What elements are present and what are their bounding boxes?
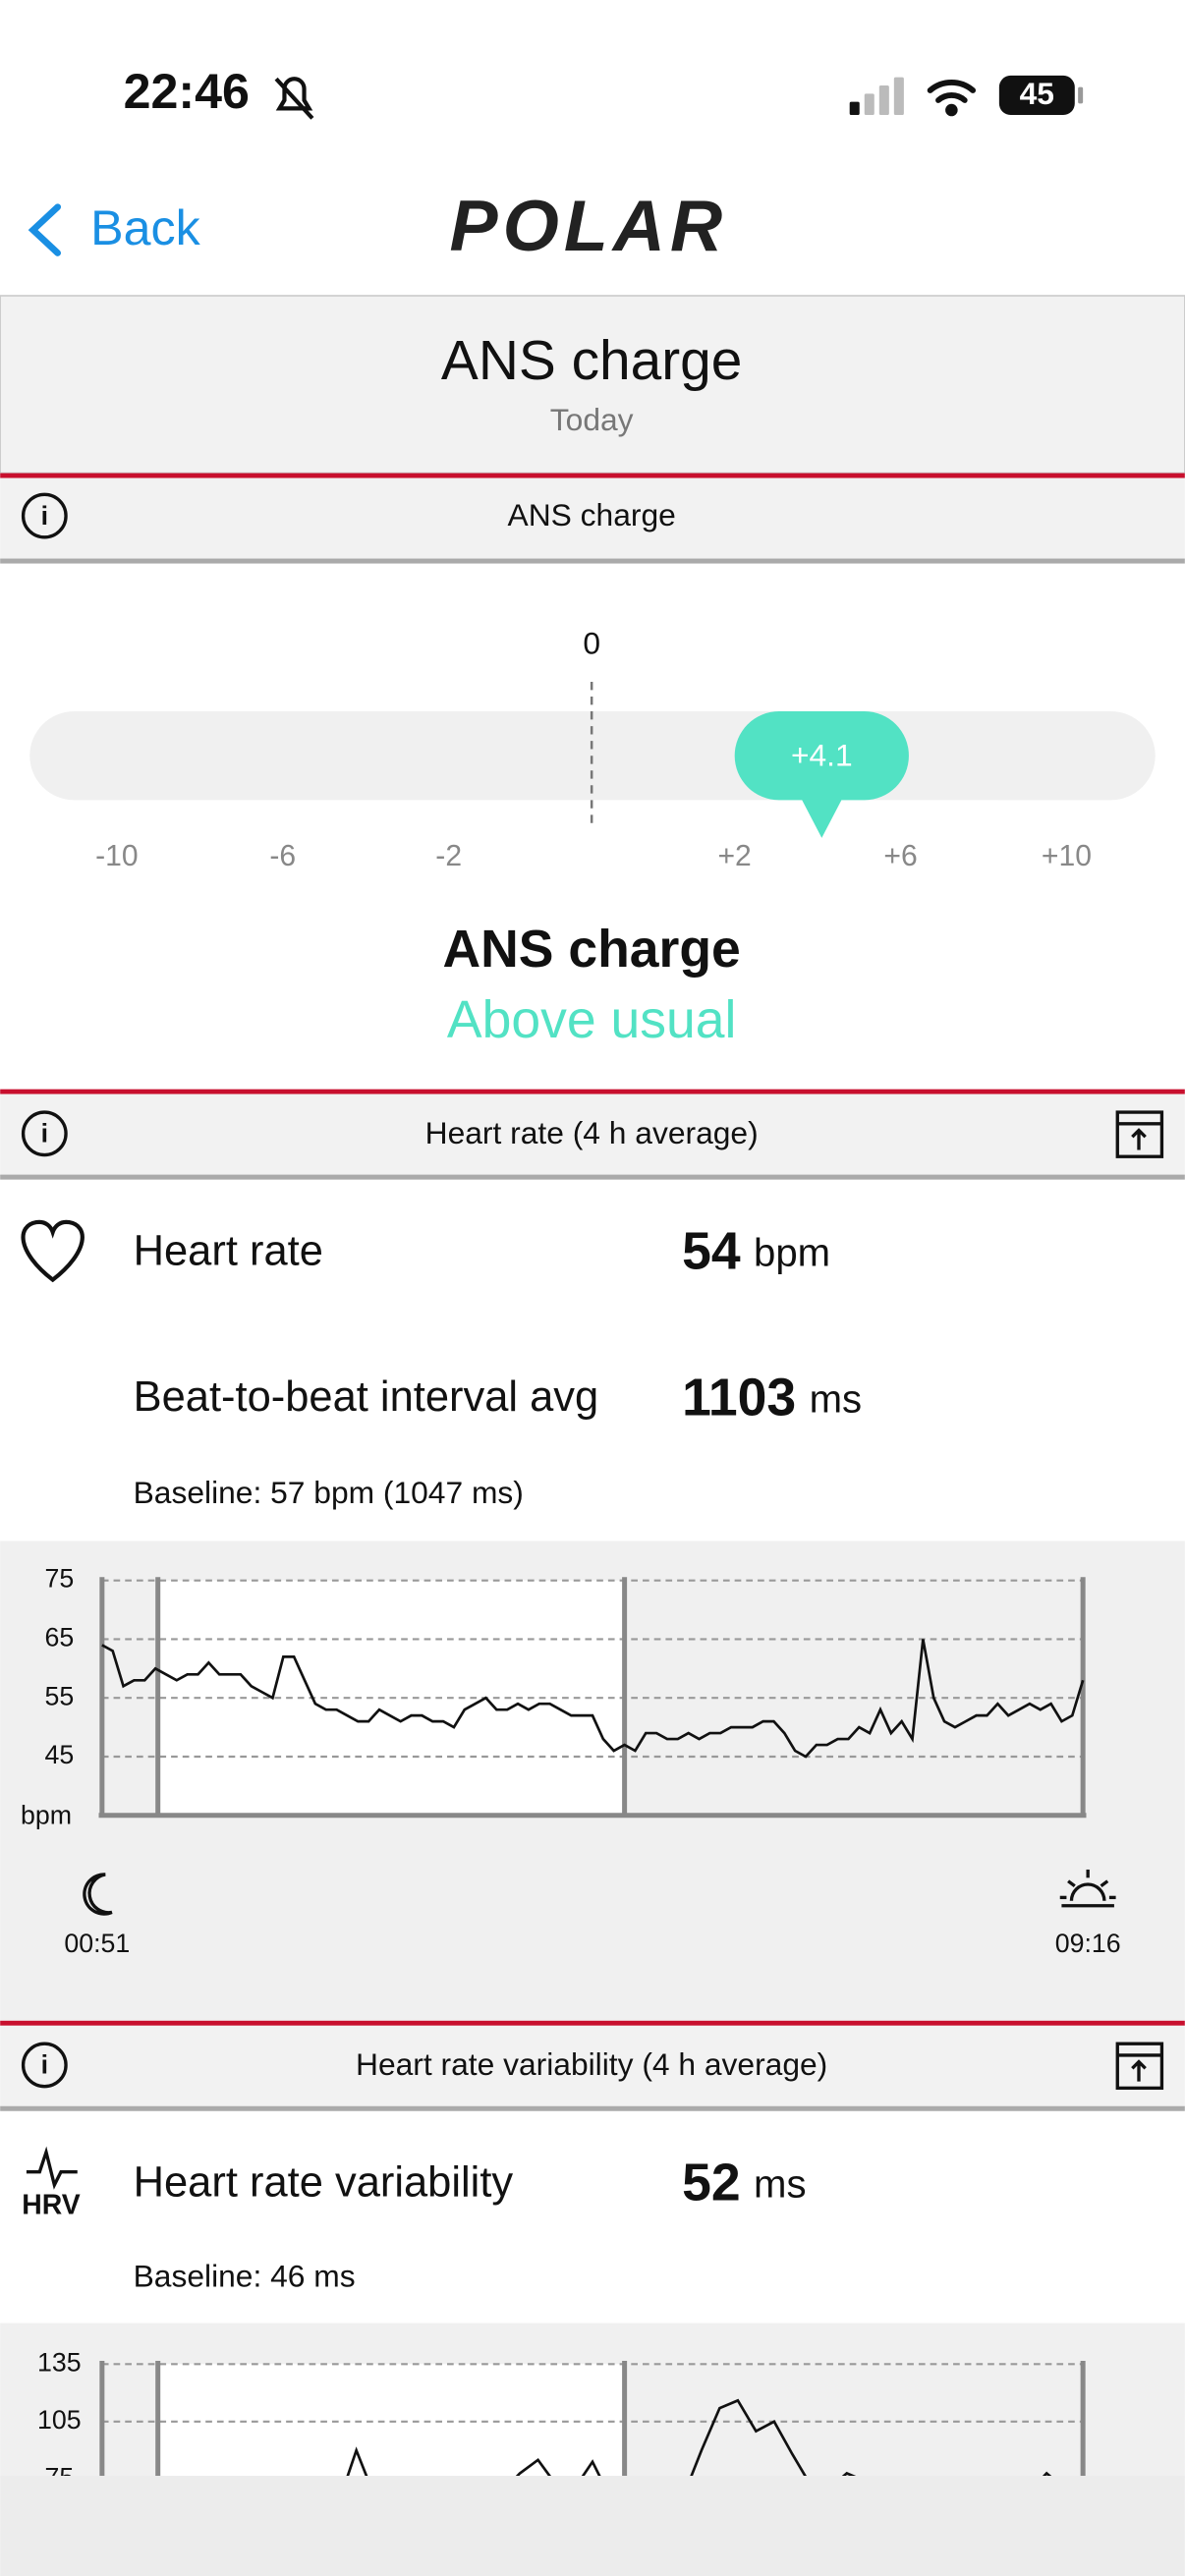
y-axis-unit: bpm bbox=[21, 1801, 72, 1830]
section-divider bbox=[0, 1089, 1185, 1094]
y-tick-label: 105 bbox=[37, 2405, 82, 2435]
info-icon[interactable]: i bbox=[21, 2042, 68, 2089]
gauge-zero-label: 0 bbox=[583, 626, 600, 661]
info-glyph: i bbox=[41, 1119, 48, 1148]
hrv-number: 52 bbox=[682, 2155, 741, 2212]
data-line bbox=[346, 2398, 1052, 2476]
battery-level: 45 bbox=[1020, 76, 1054, 111]
hr-start-time: 00:51 bbox=[64, 1929, 130, 1958]
info-glyph: i bbox=[41, 501, 48, 531]
status-time: 22:46 bbox=[124, 64, 250, 119]
mute-icon bbox=[274, 77, 314, 120]
export-icon[interactable] bbox=[1115, 1110, 1164, 1158]
hr-unit: bpm bbox=[754, 1230, 830, 1274]
section-title: ANS charge bbox=[508, 497, 676, 532]
page-subtitle: Today bbox=[550, 402, 634, 437]
hr-baseline: Baseline: 57 bpm (1047 ms) bbox=[134, 1475, 524, 1510]
y-tick-label: 55 bbox=[44, 1681, 74, 1710]
hrv-label: Heart rate variability bbox=[134, 2159, 514, 2207]
battery-cap bbox=[1078, 86, 1084, 104]
y-tick-label: 65 bbox=[44, 1622, 74, 1652]
heart-icon bbox=[21, 1219, 85, 1283]
section-divider bbox=[0, 2020, 1185, 2026]
gauge-tick-label: +6 bbox=[883, 840, 917, 872]
export-icon[interactable] bbox=[1115, 2042, 1164, 2091]
hrv-icon: HRV bbox=[22, 2189, 81, 2220]
gauge-marker bbox=[734, 711, 909, 838]
rr-number: 1103 bbox=[682, 1370, 796, 1428]
gauge-value-label: +4.1 bbox=[791, 737, 853, 772]
ans-status: Above usual bbox=[447, 991, 736, 1049]
sunrise-icon bbox=[1059, 1869, 1116, 1908]
rr-unit: ms bbox=[810, 1376, 863, 1421]
section-shadow bbox=[0, 2105, 1185, 2111]
info-icon[interactable]: i bbox=[21, 492, 68, 539]
battery-icon bbox=[998, 75, 1075, 116]
y-tick-label: 75 bbox=[44, 1564, 74, 1594]
sleep-window bbox=[157, 2364, 625, 2476]
ans-label: ANS charge bbox=[443, 921, 741, 979]
signal-icon bbox=[849, 77, 904, 116]
info-icon[interactable]: i bbox=[21, 1110, 68, 1157]
wifi-icon bbox=[927, 80, 977, 117]
hrv-unit: ms bbox=[754, 2161, 807, 2206]
section-divider bbox=[0, 473, 1185, 478]
gauge-tick-label: +2 bbox=[717, 840, 751, 872]
hr-number: 54 bbox=[682, 1223, 741, 1281]
section-shadow bbox=[0, 1174, 1185, 1180]
rr-value: 1103 ms bbox=[682, 1370, 862, 1428]
gauge-tick-label: -10 bbox=[95, 840, 138, 872]
gauge-tick-label: -6 bbox=[269, 840, 296, 872]
section-bar bbox=[0, 1093, 1185, 1177]
section-bar bbox=[0, 2025, 1185, 2108]
hr-end-time: 09:16 bbox=[1055, 1929, 1121, 1958]
data-line bbox=[101, 1639, 1085, 1759]
section-title: Heart rate (4 h average) bbox=[425, 1115, 759, 1150]
y-tick-label: 135 bbox=[37, 2347, 82, 2377]
bottom-area bbox=[0, 2475, 1185, 2576]
hrv-wave bbox=[26, 2146, 78, 2190]
hr-label: Heart rate bbox=[134, 1227, 323, 1274]
hr-value: 54 bpm bbox=[682, 1223, 830, 1281]
top-bar-bg bbox=[0, 0, 1185, 296]
back-button[interactable]: Back bbox=[90, 200, 200, 255]
section-title: Heart rate variability (4 h average) bbox=[356, 2046, 827, 2082]
section-shadow bbox=[0, 558, 1185, 564]
gauge-tick-label: +10 bbox=[1042, 840, 1092, 872]
hrv-value: 52 ms bbox=[682, 2155, 806, 2212]
page-title: ANS charge bbox=[441, 330, 742, 392]
y-tick-label: 45 bbox=[44, 1740, 74, 1769]
polar-logo: POLAR bbox=[450, 185, 728, 266]
info-glyph: i bbox=[41, 2050, 48, 2080]
section-bar bbox=[0, 477, 1185, 561]
rr-label: Beat-to-beat interval avg bbox=[134, 1373, 599, 1421]
moon-icon bbox=[83, 1873, 113, 1916]
y-tick-label: 75 bbox=[44, 2462, 74, 2492]
gauge-tick-label: -2 bbox=[435, 840, 462, 872]
back-chevron[interactable] bbox=[28, 203, 62, 256]
hrv-baseline: Baseline: 46 ms bbox=[134, 2259, 356, 2294]
